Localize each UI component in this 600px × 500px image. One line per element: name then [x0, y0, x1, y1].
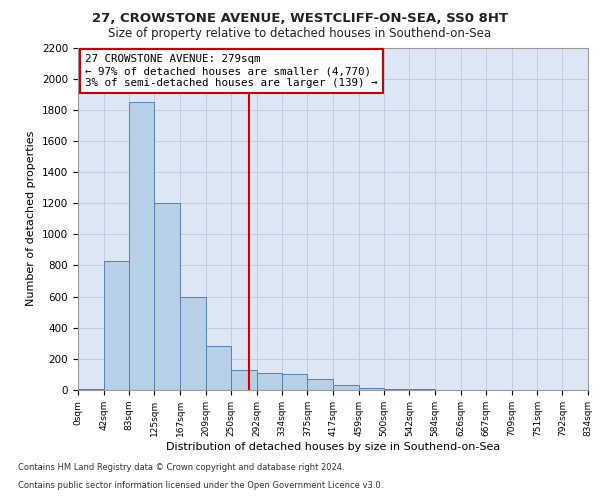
Text: Contains public sector information licensed under the Open Government Licence v3: Contains public sector information licen… [18, 481, 383, 490]
Bar [154, 203, 180, 390]
Bar [180, 296, 206, 390]
Bar [282, 374, 307, 390]
X-axis label: Distribution of detached houses by size in Southend-on-Sea: Distribution of detached houses by size … [166, 442, 500, 452]
Bar [129, 102, 154, 390]
Bar [359, 388, 384, 390]
Bar [257, 373, 282, 390]
Text: 27, CROWSTONE AVENUE, WESTCLIFF-ON-SEA, SS0 8HT: 27, CROWSTONE AVENUE, WESTCLIFF-ON-SEA, … [92, 12, 508, 26]
Text: Size of property relative to detached houses in Southend-on-Sea: Size of property relative to detached ho… [109, 28, 491, 40]
Bar [78, 389, 104, 390]
Bar [307, 379, 333, 390]
Text: Contains HM Land Registry data © Crown copyright and database right 2024.: Contains HM Land Registry data © Crown c… [18, 464, 344, 472]
Bar [384, 389, 409, 390]
Text: 27 CROWSTONE AVENUE: 279sqm
← 97% of detached houses are smaller (4,770)
3% of s: 27 CROWSTONE AVENUE: 279sqm ← 97% of det… [85, 54, 377, 88]
Y-axis label: Number of detached properties: Number of detached properties [26, 131, 37, 306]
Bar [231, 370, 257, 390]
Bar [206, 346, 231, 390]
Bar [104, 261, 129, 390]
Bar [333, 386, 359, 390]
